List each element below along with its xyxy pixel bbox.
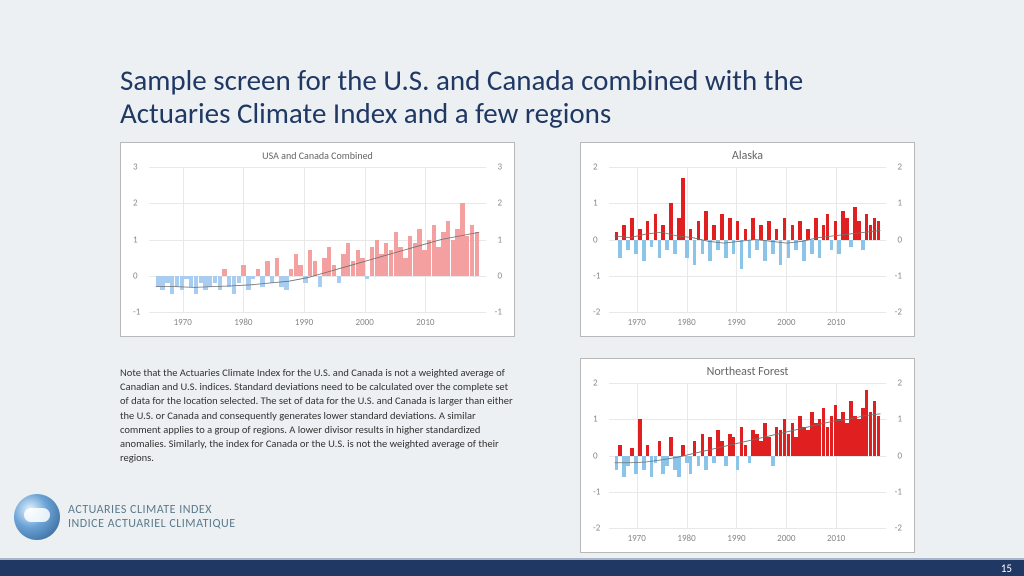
chart-usa-canada: USA and Canada Combined -1-1001122331970… <box>120 142 515 337</box>
globe-icon <box>14 494 60 540</box>
chart-alaska: Alaska -2-2-1-10011221970198019902000201… <box>580 142 915 337</box>
plot-area: -2-2-1-100112219701980199020002010 <box>609 167 886 312</box>
note-text: Note that the Actuaries Climate Index fo… <box>120 366 515 465</box>
page-number: 15 <box>1001 562 1012 575</box>
chart-title: Alaska <box>581 143 914 163</box>
chart-title: Northeast Forest <box>581 359 914 379</box>
logo-group: ACTUARIES CLIMATE INDEX INDICE ACTUARIEL… <box>14 494 236 540</box>
plot-area: -2-2-1-100112219701980199020002010 <box>609 383 886 528</box>
chart-title: USA and Canada Combined <box>121 143 514 162</box>
logo-line2: INDICE ACTUARIEL CLIMATIQUE <box>68 517 236 531</box>
page-title: Sample screen for the U.S. and Canada co… <box>120 64 880 131</box>
logo-line1: ACTUARIES CLIMATE INDEX <box>68 503 236 517</box>
plot-area: -1-10011223319701980199020002010 <box>149 167 486 312</box>
logo-text: ACTUARIES CLIMATE INDEX INDICE ACTUARIEL… <box>68 503 236 532</box>
footer-bar: 15 <box>0 558 1024 576</box>
chart-northeast-forest: Northeast Forest -2-2-1-1001122197019801… <box>580 358 915 553</box>
